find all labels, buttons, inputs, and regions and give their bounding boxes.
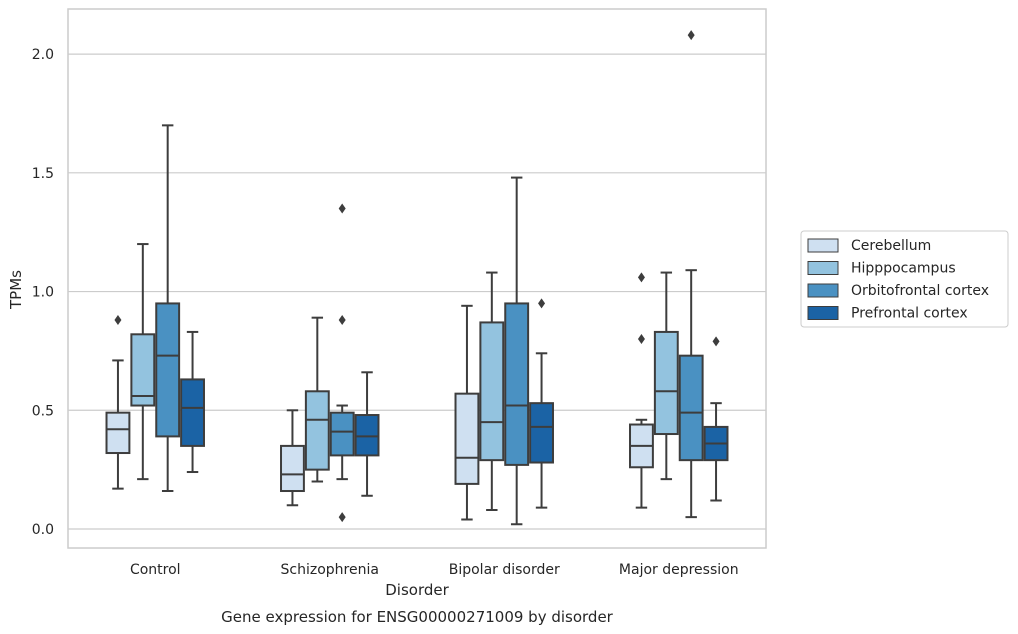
box-iqr	[180, 378, 205, 447]
outlier-point	[687, 30, 695, 41]
legend-swatch	[807, 261, 839, 275]
x-tick-label: Bipolar disorder	[449, 562, 560, 578]
box-hipppocampus	[304, 316, 330, 483]
x-tick-label: Control	[130, 562, 181, 578]
box-hipppocampus	[653, 271, 679, 481]
box-iqr	[454, 392, 480, 485]
y-tick-label: 0.5	[32, 403, 54, 419]
box-iqr	[479, 321, 505, 462]
box-cerebellum	[280, 409, 305, 507]
box-hipppocampus	[130, 243, 156, 481]
y-tick-label: 0.0	[32, 522, 54, 538]
legend-label: Orbitofrontal cortex	[851, 283, 989, 299]
box-orbitofrontal-cortex	[504, 176, 530, 526]
box-iqr	[529, 402, 554, 464]
box-iqr	[280, 444, 305, 493]
legend-swatch	[807, 283, 839, 298]
legend-label: Cerebellum	[851, 238, 931, 254]
box-iqr	[504, 302, 530, 466]
box-iqr	[653, 330, 679, 436]
box-orbitofrontal-cortex	[678, 30, 704, 519]
y-tick-label: 2.0	[32, 47, 54, 63]
y-axis-ticks: 0.0 0.5 1.0 1.5 2.0	[32, 47, 54, 538]
box-prefrontal-cortex	[529, 298, 554, 509]
box-iqr	[155, 302, 181, 438]
box-hipppocampus	[479, 271, 505, 512]
y-axis-label: TPMs	[7, 270, 25, 310]
chart-caption: Gene expression for ENSG00000271009 by d…	[221, 608, 614, 626]
outlier-point	[114, 315, 122, 326]
box-iqr	[354, 414, 380, 457]
x-axis-ticks: Control Schizophrenia Bipolar disorder Majo…	[130, 562, 739, 578]
legend-label: Prefrontal cortex	[851, 306, 968, 322]
outlier-point	[637, 334, 645, 345]
boxes	[105, 30, 729, 526]
x-tick-label: Schizophrenia	[281, 562, 379, 578]
x-tick-label: Major depression	[619, 562, 739, 578]
x-axis-label: Disorder	[385, 581, 449, 599]
box-iqr	[105, 411, 131, 455]
outlier-point	[338, 315, 346, 326]
legend-swatch	[807, 238, 839, 253]
outlier-point	[338, 203, 346, 214]
legend: Cerebellum Hipppocampus Orbitofrontal cort…	[800, 230, 1009, 328]
box-cerebellum	[454, 304, 480, 521]
box-iqr	[130, 333, 156, 407]
legend-frame	[800, 230, 1009, 328]
box-iqr	[678, 354, 704, 462]
box-cerebellum	[105, 315, 131, 490]
box-cerebellum	[629, 272, 654, 509]
box-orbitofrontal-cortex	[155, 124, 181, 493]
plot-area-frame	[67, 8, 767, 549]
outlier-point	[712, 336, 720, 347]
legend-swatch	[807, 306, 839, 320]
outlier-point	[338, 512, 346, 523]
legend-label: Hipppocampus	[851, 261, 956, 277]
box-prefrontal-cortex	[180, 330, 205, 474]
outlier-point	[538, 298, 546, 309]
box-prefrontal-cortex	[703, 336, 729, 502]
box-prefrontal-cortex	[354, 371, 380, 497]
y-tick-label: 1.5	[32, 166, 54, 182]
box-orbitofrontal-cortex	[329, 203, 355, 523]
box-iqr	[304, 390, 330, 471]
y-tick-label: 1.0	[32, 285, 54, 301]
outlier-point	[637, 272, 645, 283]
box-iqr	[329, 411, 355, 457]
